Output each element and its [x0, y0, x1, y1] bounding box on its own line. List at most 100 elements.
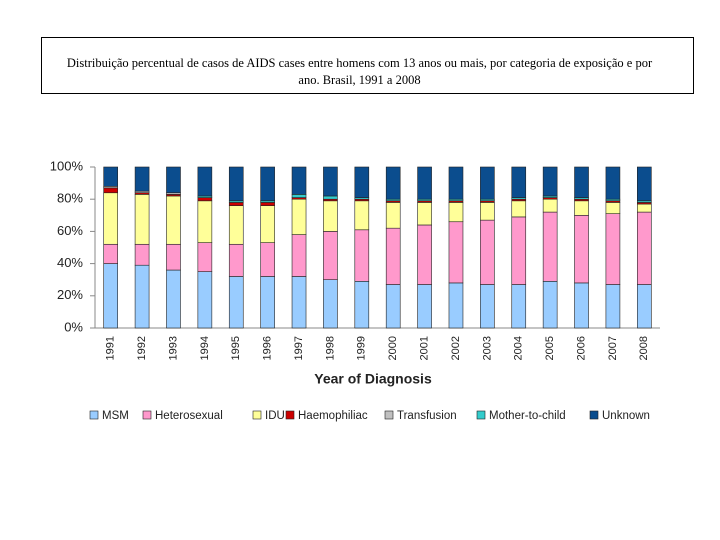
- bar-segment: [448, 202, 464, 223]
- bar-segment: [291, 276, 307, 329]
- bar-segment: [605, 213, 621, 285]
- bar-segment: [291, 166, 307, 195]
- legend-label: Mother-to-child: [489, 410, 566, 422]
- x-tick-label: 1993: [167, 336, 179, 360]
- y-tick-label: 20%: [57, 287, 83, 302]
- x-tick-label: 2005: [544, 336, 556, 360]
- y-tick-label: 100%: [50, 158, 84, 173]
- x-tick-label: 1991: [105, 336, 117, 360]
- bar-segment: [480, 202, 495, 221]
- bar-segment: [605, 166, 621, 200]
- bar-segment: [166, 269, 181, 329]
- bar-segment: [103, 166, 118, 187]
- bar-segment: [228, 205, 244, 245]
- bar-segment: [197, 200, 213, 243]
- x-tick-label: 2002: [450, 336, 462, 360]
- bar-segment: [103, 243, 118, 264]
- bar-segment: [197, 166, 213, 197]
- bar-segment: [542, 166, 558, 197]
- bar-segment: [354, 200, 370, 231]
- bar-segment: [323, 166, 338, 197]
- bar-segment: [323, 200, 338, 232]
- x-tick-label: 2006: [575, 336, 587, 360]
- bar-segment: [605, 202, 621, 214]
- bar-segment: [197, 197, 213, 202]
- bar-segment: [197, 271, 213, 329]
- bar-segment: [637, 203, 652, 213]
- bar-segment: [134, 243, 150, 266]
- bar-segment: [417, 202, 432, 226]
- bar-segment: [228, 166, 244, 202]
- legend-label: IDU: [265, 410, 285, 422]
- y-tick-label: 80%: [57, 191, 83, 206]
- bar-segment: [511, 166, 527, 198]
- legend-swatch: [142, 410, 152, 420]
- bar-segment: [354, 229, 370, 282]
- bar-segment: [103, 192, 118, 245]
- bar-segment: [417, 284, 432, 329]
- bar-segment: [291, 198, 307, 235]
- x-tick-label: 1998: [324, 336, 336, 360]
- title-box: Distribuição percentual de casos de AIDS…: [41, 37, 694, 94]
- bar-segment: [480, 166, 495, 200]
- bar-segment: [511, 284, 527, 329]
- bar-segment: [542, 198, 558, 213]
- legend-swatch: [89, 410, 99, 420]
- y-tick-label: 60%: [57, 223, 83, 238]
- bar-segment: [354, 281, 370, 329]
- bar-segment: [574, 166, 589, 198]
- bar-segment: [385, 284, 401, 329]
- bar-segment: [637, 211, 652, 285]
- bar-segment: [166, 243, 181, 271]
- bar-segment: [260, 242, 275, 277]
- x-axis-label: Year of Diagnosis: [314, 371, 432, 387]
- x-tick-label: 2000: [387, 336, 399, 360]
- bar-segment: [134, 166, 150, 192]
- bar-segment: [228, 276, 244, 329]
- bar-segment: [103, 263, 118, 329]
- bar-segment: [417, 166, 432, 200]
- x-tick-label: 1995: [230, 336, 242, 360]
- bar-segment: [323, 231, 338, 280]
- bar-segment: [228, 202, 244, 206]
- bar-segment: [574, 200, 589, 216]
- legend-swatch: [285, 410, 295, 420]
- legend-swatch: [589, 410, 599, 420]
- x-tick-label: 1999: [356, 336, 368, 360]
- bar-segment: [542, 211, 558, 282]
- bar-segment: [417, 224, 432, 285]
- legend-label: Heterosexual: [155, 410, 223, 422]
- bar-segment: [637, 284, 652, 329]
- y-tick-label: 0%: [64, 319, 83, 334]
- bar-segment: [166, 166, 181, 194]
- x-tick-label: 1996: [262, 336, 274, 360]
- bar-segment: [260, 276, 275, 329]
- legend-swatch: [384, 410, 394, 420]
- bar-segment: [385, 227, 401, 285]
- bar-segment: [134, 264, 150, 329]
- bar-segment: [480, 284, 495, 329]
- bar-segment: [228, 243, 244, 277]
- x-tick-label: 2001: [418, 336, 430, 360]
- bar-segment: [637, 166, 652, 202]
- bar-segment: [291, 234, 307, 277]
- bar-segment: [323, 279, 338, 329]
- legend-swatch: [476, 410, 486, 420]
- legend-swatch: [252, 410, 262, 420]
- x-tick-label: 1997: [293, 336, 305, 360]
- bar-segment: [260, 202, 275, 206]
- legend-label: Haemophiliac: [298, 410, 368, 422]
- bar-segment: [103, 187, 118, 194]
- x-tick-label: 2004: [513, 336, 525, 360]
- bar-segment: [448, 221, 464, 284]
- legend-label: MSM: [102, 410, 129, 422]
- bar-segment: [134, 194, 150, 245]
- bar-segment: [385, 166, 401, 200]
- bar-segment: [574, 282, 589, 329]
- y-tick-label: 40%: [57, 255, 83, 270]
- x-tick-label: 2003: [481, 336, 493, 360]
- bar-segment: [480, 219, 495, 285]
- bar-segment: [605, 284, 621, 329]
